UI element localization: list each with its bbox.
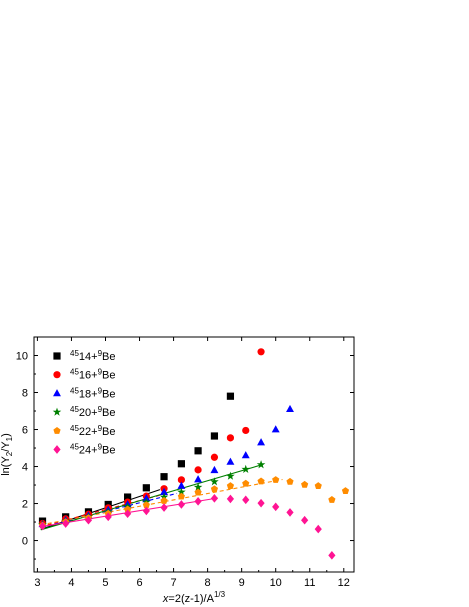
data-point: [160, 473, 168, 481]
data-point: [159, 492, 169, 501]
x-tick-label: 3: [34, 577, 40, 589]
data-point: [142, 506, 150, 516]
data-point: [226, 457, 235, 465]
data-point: [301, 480, 309, 488]
y-tick-label: 6: [22, 425, 28, 437]
data-point: [124, 505, 132, 513]
data-point: [341, 487, 350, 495]
data-point: [142, 484, 150, 492]
data-point: [271, 425, 280, 433]
x-tick-label: 5: [102, 577, 108, 589]
data-point: [242, 426, 250, 435]
plot-frame: [33, 336, 355, 573]
legend-label: 4514+9Be: [70, 349, 116, 363]
data-point: [241, 451, 250, 459]
data-point: [84, 515, 93, 525]
y-axis-title: ln(Y2/Y1): [0, 433, 14, 476]
legend-label: 4516+9Be: [70, 368, 116, 382]
data-point: [124, 509, 132, 519]
legend-marker: [52, 407, 62, 416]
data-points: [38, 348, 350, 560]
data-point: [257, 477, 265, 485]
data-point: [210, 485, 219, 493]
y-tick-label: 8: [22, 388, 28, 400]
legend-label: 4520+9Be: [70, 405, 116, 419]
data-point: [160, 503, 168, 512]
legend-marker: [53, 445, 61, 454]
data-point: [286, 508, 294, 517]
data-point: [193, 482, 203, 491]
fit-line: [40, 489, 161, 530]
y-tick-label: 2: [22, 499, 28, 511]
x-tick-label: 9: [239, 577, 245, 589]
y-tick-label: 0: [22, 536, 28, 548]
data-point: [210, 432, 219, 440]
data-point: [226, 471, 235, 480]
x-tick-label: 4: [68, 577, 74, 589]
legend-label: 4524+9Be: [70, 443, 116, 457]
data-point: [124, 493, 132, 501]
data-point: [177, 476, 186, 484]
data-point: [226, 434, 235, 442]
data-point: [194, 488, 202, 496]
data-point: [226, 482, 235, 490]
data-point: [301, 515, 309, 525]
data-point: [226, 392, 235, 400]
legend-label: 4522+9Be: [70, 424, 116, 438]
x-tick-label: 7: [171, 577, 177, 589]
data-point: [257, 438, 266, 446]
data-point: [210, 453, 219, 461]
data-point: [272, 476, 280, 483]
x-tick-label: 12: [338, 577, 350, 589]
data-point: [314, 482, 322, 490]
data-point: [210, 477, 219, 486]
legend-marker: [53, 427, 61, 434]
data-point: [177, 487, 186, 496]
legend-marker: [53, 389, 61, 397]
legend-label: 4518+9Be: [70, 386, 116, 400]
legend: 4514+9Be 4516+9Be 4518+9Be 4520+9Be 4522+9Be…: [52, 349, 116, 457]
data-point: [272, 502, 280, 512]
data-point: [160, 496, 168, 504]
data-point: [104, 512, 112, 522]
y-tick-label: 4: [22, 462, 28, 474]
data-point: [226, 494, 235, 504]
data-point: [314, 524, 322, 534]
x-tick-label: 8: [205, 577, 211, 589]
data-point: [177, 481, 186, 489]
data-point: [256, 460, 266, 469]
data-point: [210, 494, 219, 503]
data-point: [194, 496, 202, 506]
data-point: [328, 496, 336, 503]
data-point: [177, 500, 186, 509]
data-point: [177, 492, 185, 500]
data-point: [328, 551, 336, 560]
data-point: [257, 498, 265, 508]
data-point: [241, 464, 251, 473]
data-point: [38, 521, 47, 531]
data-point: [286, 477, 294, 485]
x-tick-label: 10: [270, 577, 282, 589]
data-point: [194, 466, 202, 474]
data-point: [177, 460, 186, 468]
data-point: [242, 479, 250, 487]
data-point: [142, 501, 150, 509]
x-axis-title: x=2(z-1)/A1/3: [162, 590, 226, 605]
data-point: [160, 487, 169, 495]
x-tick-label: 11: [304, 577, 315, 589]
data-point: [242, 495, 250, 505]
axis-ticks: 3 4 5 6 7 8 9 10 11 12 0 2 4 6 8 10: [16, 337, 354, 589]
legend-marker: [53, 371, 61, 379]
data-point: [62, 519, 70, 528]
fit-line: [40, 464, 263, 531]
data-point: [210, 465, 219, 474]
legend-marker: [53, 352, 61, 360]
x-tick-label: 6: [136, 577, 142, 589]
data-point: [194, 447, 202, 455]
data-point: [286, 404, 294, 413]
data-point: [257, 348, 265, 356]
data-point: [194, 475, 203, 483]
y-tick-label: 10: [16, 351, 28, 363]
